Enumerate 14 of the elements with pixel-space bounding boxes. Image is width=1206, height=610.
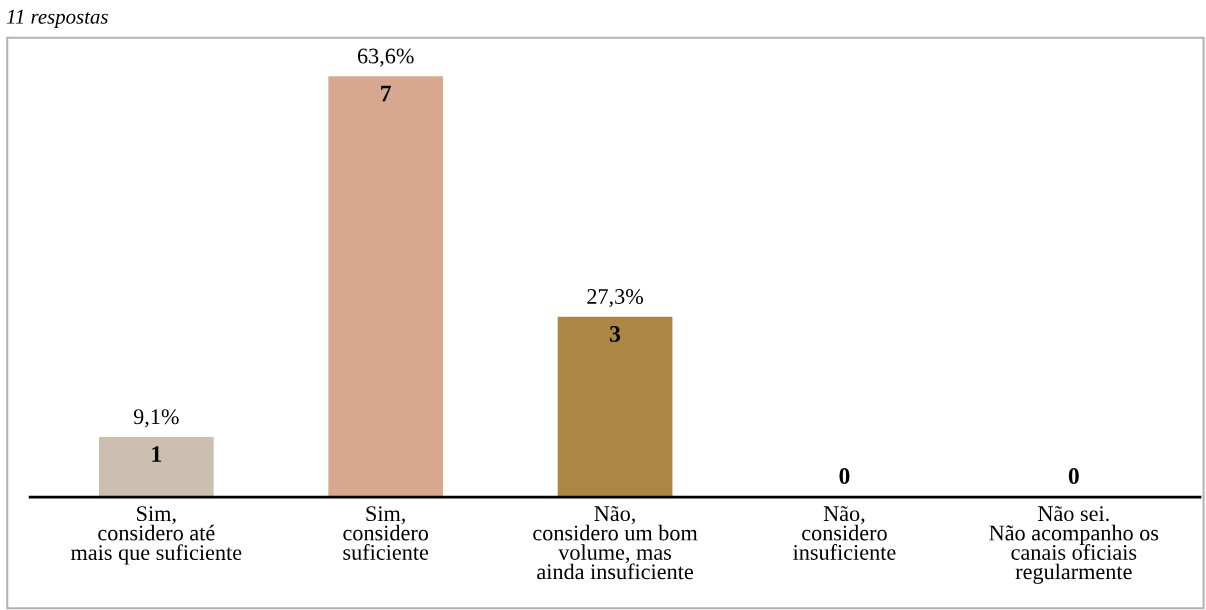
x-tick-label: Não, considero um bom volume, mas ainda insuficiente: [533, 505, 698, 580]
annotation: 9,1%: [133, 409, 179, 428]
data-label: 0: [1068, 468, 1079, 484]
data-label: 1: [152, 446, 161, 462]
x-tick-label: Não sei. Não acompanho os canais oficiais regularmente: [989, 505, 1159, 584]
chart-subtitle: 11 respostas: [6, 9, 108, 29]
x-tick-label: Não, considero insuficiente: [793, 505, 896, 560]
data-label: 0: [839, 468, 850, 484]
x-tick-label: Sim, considero suficiente: [343, 506, 429, 560]
annotation: 63,6%: [357, 48, 414, 67]
x-tick-label: Sim, considero até mais que suficiente: [70, 506, 242, 565]
data-label: 7: [381, 85, 392, 102]
annotation: 27,3%: [587, 288, 643, 308]
data-label: 3: [610, 325, 621, 342]
